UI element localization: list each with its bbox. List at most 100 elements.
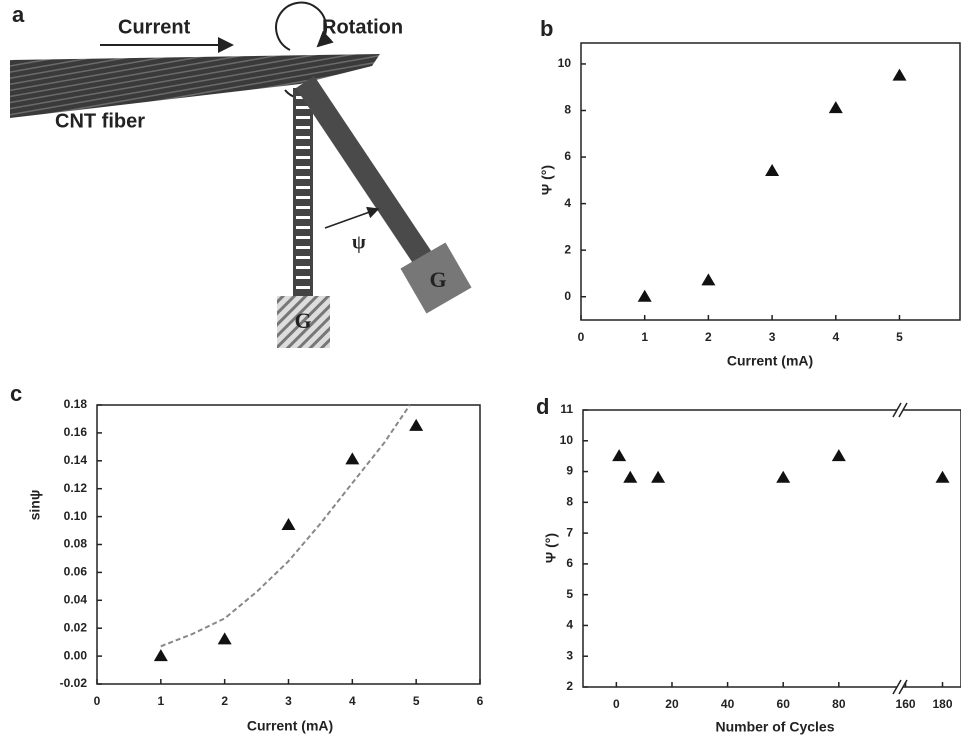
plot-frame <box>96 404 481 685</box>
x-axis-label: Current (mA) <box>247 718 333 734</box>
y-tick-label: 9 <box>566 464 573 478</box>
thread-dash <box>296 216 310 219</box>
thread-dash <box>296 146 310 149</box>
psi-arrow <box>324 206 380 229</box>
x-tick-label: 80 <box>832 697 846 711</box>
thread-dash <box>296 286 310 289</box>
weight-deflected <box>400 242 472 314</box>
y-tick-label: 4 <box>566 618 573 632</box>
thread-dash <box>296 176 310 179</box>
rest-thread <box>293 88 313 296</box>
thread-dash <box>296 206 310 209</box>
data-point <box>217 632 232 645</box>
thread-dash <box>296 246 310 249</box>
plot-frame <box>580 42 961 321</box>
y-tick-label: 0.00 <box>64 648 88 662</box>
x-tick-label: 2 <box>221 694 228 708</box>
deflected-thread <box>295 75 442 279</box>
y-tick-label: 0.08 <box>64 537 88 551</box>
axis-break <box>892 402 902 418</box>
cnt-fiber <box>10 54 380 118</box>
y-tick-label: 8 <box>564 103 571 117</box>
fiber-label: CNT fiber <box>55 110 145 132</box>
x-tick-label: 3 <box>769 330 776 344</box>
thread-dash <box>296 126 310 129</box>
data-point <box>935 470 950 483</box>
axis-break <box>898 679 908 695</box>
x-tick-label: 5 <box>896 330 903 344</box>
data-point <box>831 449 846 462</box>
rotation-arrow <box>275 1 334 51</box>
current-label: Current <box>118 16 191 38</box>
data-point <box>892 68 907 81</box>
y-tick-label: 0.06 <box>64 565 88 579</box>
thread-dash <box>296 186 310 189</box>
y-tick-label: 0.10 <box>64 509 88 523</box>
y-tick-label: 2 <box>564 242 571 256</box>
y-tick-label: 0.14 <box>64 453 88 467</box>
x-tick-label: 40 <box>721 697 735 711</box>
data-point <box>637 289 652 302</box>
x-tick-label: 6 <box>477 694 484 708</box>
thread-dash <box>296 106 310 109</box>
psi-label: ψ <box>352 232 366 254</box>
x-tick-label: 20 <box>665 697 679 711</box>
x-tick-label: 60 <box>777 697 791 711</box>
x-tick-label: 4 <box>349 694 356 708</box>
y-tick-label: 0.12 <box>64 481 88 495</box>
y-tick-label: 10 <box>558 56 572 70</box>
x-tick-label: 1 <box>641 330 648 344</box>
x-tick-label: 160 <box>896 697 916 711</box>
panel-a: a Current Rotation CNT fiber G G ψ <box>10 1 472 348</box>
y-tick-label: 0.18 <box>64 397 88 411</box>
x-axis-label: Number of Cycles <box>715 719 834 735</box>
axis-break-gap <box>897 407 903 413</box>
axis-break-gap <box>897 684 903 690</box>
plot-frame <box>582 409 961 688</box>
y-tick-label: 0 <box>564 289 571 303</box>
y-tick-label: 3 <box>566 648 573 662</box>
x-tick-label: 1 <box>157 694 164 708</box>
data-point <box>701 273 716 286</box>
y-tick-label: 0.04 <box>64 592 88 606</box>
y-tick-label: 6 <box>564 149 571 163</box>
y-axis-label: Ψ (°) <box>539 165 555 195</box>
panel-label: a <box>12 2 25 27</box>
panel-label: b <box>540 16 553 41</box>
thread-dash <box>296 136 310 139</box>
weight-rest <box>277 296 330 348</box>
x-tick-label: 5 <box>413 694 420 708</box>
thread-dashes <box>296 96 310 289</box>
y-tick-label: -0.02 <box>60 676 88 690</box>
y-tick-label: 6 <box>566 556 573 570</box>
thread-dash <box>296 266 310 269</box>
data-point <box>409 418 424 431</box>
y-tick-label: 8 <box>566 495 573 509</box>
thread-dash <box>296 116 310 119</box>
panel-label: d <box>536 394 549 419</box>
x-tick-label: 0 <box>94 694 101 708</box>
x-tick-label: 2 <box>705 330 712 344</box>
x-tick-label: 0 <box>578 330 585 344</box>
thread-dash <box>296 166 310 169</box>
x-tick-label: 0 <box>613 697 620 711</box>
panel-label: c <box>10 381 22 406</box>
rotation-label: Rotation <box>322 16 403 38</box>
fit-curve <box>160 404 411 648</box>
y-tick-label: 10 <box>560 433 574 447</box>
thread-dash <box>296 226 310 229</box>
thread-dash <box>296 236 310 239</box>
y-tick-label: 4 <box>564 196 571 210</box>
data-point <box>651 470 666 483</box>
data-point <box>765 164 780 177</box>
y-tick-label: 11 <box>560 402 573 416</box>
x-tick-label: 180 <box>932 697 952 711</box>
data-point <box>623 470 638 483</box>
y-tick-label: 0.16 <box>64 425 88 439</box>
thread-dash <box>296 156 310 159</box>
thread-dash <box>296 196 310 199</box>
data-point <box>345 452 360 465</box>
data-point <box>612 449 627 462</box>
thread-dash <box>296 256 310 259</box>
